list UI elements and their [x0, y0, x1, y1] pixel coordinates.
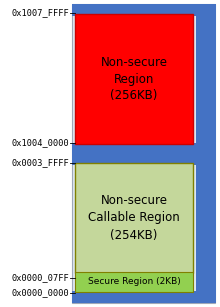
- Text: Non-secure
Region
(256KB): Non-secure Region (256KB): [101, 56, 167, 103]
- Text: Secure Region (2KB): Secure Region (2KB): [88, 278, 180, 286]
- Text: 0x1004_0000: 0x1004_0000: [11, 138, 69, 147]
- Text: 0x1007_FFFF: 0x1007_FFFF: [11, 9, 69, 17]
- Text: 0x0000_07FF: 0x0000_07FF: [11, 274, 69, 282]
- Bar: [72, 143, 215, 165]
- Bar: [75, 272, 193, 292]
- Text: 0x0000_0000: 0x0000_0000: [11, 289, 69, 297]
- Bar: [196, 4, 216, 303]
- Bar: [72, 291, 215, 303]
- Text: Non-secure
Callable Region
(254KB): Non-secure Callable Region (254KB): [88, 195, 180, 242]
- Text: 0x0003_FFFF: 0x0003_FFFF: [11, 158, 69, 168]
- Bar: [75, 163, 193, 273]
- Bar: [72, 4, 215, 303]
- Bar: [72, 4, 215, 16]
- Bar: [75, 14, 193, 144]
